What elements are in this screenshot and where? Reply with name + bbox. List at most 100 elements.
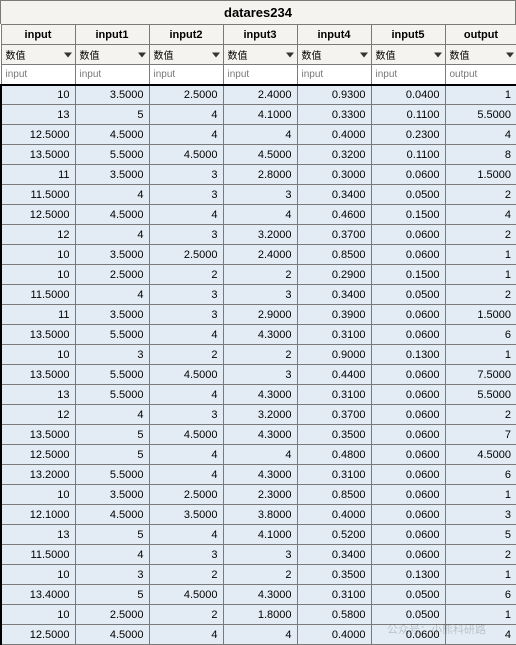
cell[interactable]: 0.0600: [371, 525, 445, 545]
cell[interactable]: 4.5000: [75, 505, 149, 525]
cell[interactable]: 0.4000: [297, 505, 371, 525]
cell[interactable]: 0.0500: [371, 185, 445, 205]
cell[interactable]: 2: [445, 225, 516, 245]
cell[interactable]: 2.8000: [223, 165, 297, 185]
cell[interactable]: 0.3100: [297, 385, 371, 405]
cell[interactable]: 0.8500: [297, 485, 371, 505]
cell[interactable]: 3: [149, 305, 223, 325]
cell[interactable]: 0.3700: [297, 225, 371, 245]
table-row[interactable]: 12.50005440.48000.06004.5000: [1, 445, 516, 465]
cell[interactable]: 0.0600: [371, 445, 445, 465]
table-row[interactable]: 102.500021.80000.58000.05001: [1, 605, 516, 625]
table-row[interactable]: 12.50004.5000440.40000.23004: [1, 125, 516, 145]
cell[interactable]: 3.2000: [223, 405, 297, 425]
chevron-down-icon[interactable]: [286, 52, 294, 57]
cell[interactable]: 2: [223, 565, 297, 585]
cell[interactable]: 5: [75, 585, 149, 605]
cell[interactable]: 3: [223, 365, 297, 385]
cell[interactable]: 6: [445, 465, 516, 485]
col-type-input4[interactable]: 数值: [297, 45, 371, 65]
cell[interactable]: 4: [149, 325, 223, 345]
col-type-input3[interactable]: 数值: [223, 45, 297, 65]
cell[interactable]: 2: [445, 545, 516, 565]
cell[interactable]: 1: [445, 265, 516, 285]
cell[interactable]: 0.8500: [297, 245, 371, 265]
cell[interactable]: 7.5000: [445, 365, 516, 385]
table-row[interactable]: 113.500032.90000.39000.06001.5000: [1, 305, 516, 325]
cell[interactable]: 4.3000: [223, 465, 297, 485]
cell[interactable]: 0.3700: [297, 405, 371, 425]
col-header-input4[interactable]: input4: [297, 25, 371, 45]
cell[interactable]: 2.5000: [149, 245, 223, 265]
cell[interactable]: 4: [149, 125, 223, 145]
col-header-input5[interactable]: input5: [371, 25, 445, 45]
cell[interactable]: 0.3100: [297, 465, 371, 485]
cell[interactable]: 1.5000: [445, 165, 516, 185]
col-hint-input5[interactable]: input: [371, 65, 445, 85]
cell[interactable]: 0.0600: [371, 545, 445, 565]
col-hint-input2[interactable]: input: [149, 65, 223, 85]
cell[interactable]: 0.0600: [371, 225, 445, 245]
table-row[interactable]: 13.50005.50004.50004.50000.32000.11008: [1, 145, 516, 165]
cell[interactable]: 0.3300: [297, 105, 371, 125]
cell[interactable]: 3: [445, 505, 516, 525]
cell[interactable]: 4.5000: [149, 365, 223, 385]
cell[interactable]: 3: [149, 405, 223, 425]
col-hint-input3[interactable]: input: [223, 65, 297, 85]
cell[interactable]: 2.5000: [149, 85, 223, 105]
cell[interactable]: 4.3000: [223, 425, 297, 445]
cell[interactable]: 0.3000: [297, 165, 371, 185]
cell[interactable]: 10: [1, 265, 75, 285]
table-row[interactable]: 113.500032.80000.30000.06001.5000: [1, 165, 516, 185]
cell[interactable]: 5: [75, 105, 149, 125]
cell[interactable]: 11.5000: [1, 185, 75, 205]
cell[interactable]: 4: [445, 625, 516, 645]
cell[interactable]: 4.5000: [149, 425, 223, 445]
cell[interactable]: 10: [1, 85, 75, 105]
cell[interactable]: 0.4000: [297, 625, 371, 645]
cell[interactable]: 0.1300: [371, 345, 445, 365]
chevron-down-icon[interactable]: [434, 52, 442, 57]
cell[interactable]: 2.9000: [223, 305, 297, 325]
cell[interactable]: 3: [149, 185, 223, 205]
cell[interactable]: 5.5000: [75, 325, 149, 345]
table-row[interactable]: 12.50004.5000440.46000.15004: [1, 205, 516, 225]
cell[interactable]: 1.5000: [445, 305, 516, 325]
cell[interactable]: 4: [75, 285, 149, 305]
cell[interactable]: 4.1000: [223, 105, 297, 125]
cell[interactable]: 0.0600: [371, 485, 445, 505]
col-hint-input1[interactable]: input: [75, 65, 149, 85]
cell[interactable]: 4: [223, 205, 297, 225]
cell[interactable]: 0.2300: [371, 125, 445, 145]
cell[interactable]: 1.8000: [223, 605, 297, 625]
cell[interactable]: 0.0400: [371, 85, 445, 105]
cell[interactable]: 0.0600: [371, 385, 445, 405]
cell[interactable]: 13.5000: [1, 425, 75, 445]
cell[interactable]: 5: [75, 525, 149, 545]
cell[interactable]: 3.5000: [75, 485, 149, 505]
cell[interactable]: 2: [149, 265, 223, 285]
table-row[interactable]: 103220.35000.13001: [1, 565, 516, 585]
cell[interactable]: 3.5000: [75, 165, 149, 185]
cell[interactable]: 13: [1, 385, 75, 405]
table-row[interactable]: 102.5000220.29000.15001: [1, 265, 516, 285]
table-row[interactable]: 13.50005.50004.500030.44000.06007.5000: [1, 365, 516, 385]
cell[interactable]: 10: [1, 245, 75, 265]
cell[interactable]: 0.0600: [371, 245, 445, 265]
cell[interactable]: 0.5800: [297, 605, 371, 625]
cell[interactable]: 2.5000: [75, 605, 149, 625]
cell[interactable]: 0.0600: [371, 405, 445, 425]
cell[interactable]: 13: [1, 525, 75, 545]
col-header-input[interactable]: input: [1, 25, 75, 45]
cell[interactable]: 7: [445, 425, 516, 445]
cell[interactable]: 5.5000: [75, 465, 149, 485]
cell[interactable]: 3: [75, 345, 149, 365]
cell[interactable]: 2.4000: [223, 85, 297, 105]
cell[interactable]: 6: [445, 325, 516, 345]
cell[interactable]: 5.5000: [75, 385, 149, 405]
cell[interactable]: 12.5000: [1, 445, 75, 465]
cell[interactable]: 12.5000: [1, 625, 75, 645]
cell[interactable]: 0.4000: [297, 125, 371, 145]
cell[interactable]: 11: [1, 165, 75, 185]
cell[interactable]: 3: [149, 285, 223, 305]
